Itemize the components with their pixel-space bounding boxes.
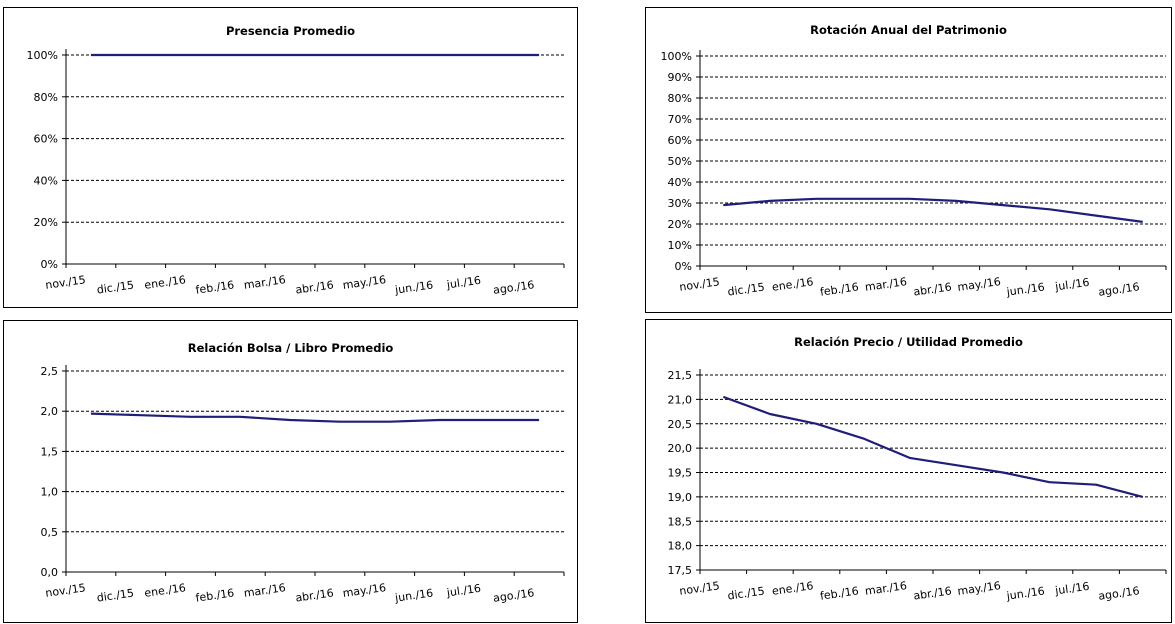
- y-tick-label: 21,5: [668, 369, 693, 382]
- y-tick-label: 0%: [675, 260, 692, 273]
- x-tick-label: may./16: [342, 273, 387, 292]
- y-tick-label: 19,0: [668, 491, 693, 504]
- y-tick-label: 17,5: [668, 564, 693, 577]
- y-tick-label: 40%: [668, 176, 692, 189]
- x-tick-label: feb./16: [819, 280, 859, 298]
- y-tick-label: 10%: [668, 239, 692, 252]
- y-tick-label: 80%: [34, 91, 58, 104]
- x-tick-label: may./16: [342, 581, 387, 600]
- x-tick-label: feb./16: [195, 586, 235, 604]
- chart-presencia-promedio: Presencia Promedio 0% 20% 40% 60% 80% 100% nov.…: [27, 24, 565, 297]
- y-tick-label: 90%: [668, 71, 692, 84]
- x-tick-label: feb./16: [819, 584, 859, 602]
- x-tick-label: nov./15: [45, 581, 87, 600]
- x-tick-label: dic./15: [96, 587, 135, 605]
- y-tick-label: 20,0: [668, 442, 693, 455]
- y-tick-label: 1,0: [41, 486, 59, 499]
- y-tick-label: 20%: [668, 218, 692, 231]
- x-tick-label: dic./15: [96, 279, 135, 297]
- x-tick-label: jul./16: [445, 582, 482, 600]
- y-tick-label: 2,5: [41, 365, 59, 378]
- series-line: [722, 395, 1143, 498]
- chart-panel-bolsa-libro: Relación Bolsa / Libro Promedio 0,0 0,5 1,0…: [3, 320, 578, 623]
- x-tick-label: mar./16: [864, 275, 908, 294]
- y-tick-label: 70%: [668, 113, 692, 126]
- chart-rotacion-anual-patrimonio: Rotación Anual del Patrimonio 0% 10% 20% 30%…: [661, 23, 1167, 299]
- x-tick-label: nov./15: [679, 579, 721, 598]
- x-tick-label: ago./16: [1097, 280, 1140, 299]
- chart-title: Rotación Anual del Patrimonio: [810, 23, 1007, 37]
- y-tick-label: 18,5: [668, 515, 693, 528]
- x-tick-label: jun./16: [393, 586, 434, 604]
- x-tick-label: abr./16: [913, 280, 953, 298]
- chart-relacion-bolsa-libro: Relación Bolsa / Libro Promedio 0,0 0,5 1,0…: [41, 341, 565, 605]
- x-tick-label: nov./15: [45, 273, 87, 292]
- chart-title: Relación Precio / Utilidad Promedio: [794, 335, 1023, 349]
- x-tick-label: ene./16: [144, 273, 187, 292]
- y-tick-label: 60%: [668, 134, 692, 147]
- y-tick-label: 0%: [41, 258, 58, 271]
- y-tick-label: 50%: [668, 155, 692, 168]
- x-tick-label: ene./16: [771, 275, 814, 294]
- y-tick-label: 60%: [34, 133, 58, 146]
- x-tick-label: jun./16: [1005, 584, 1046, 602]
- x-tick-label: nov./15: [679, 275, 721, 294]
- y-tick-label: 100%: [27, 49, 58, 62]
- x-tick-label: ago./16: [492, 278, 535, 297]
- x-tick-label: mar./16: [243, 273, 287, 292]
- y-tick-label: 0,5: [41, 526, 59, 539]
- x-tick-label: ago./16: [492, 586, 535, 605]
- chart-panel-rotacion: Rotación Anual del Patrimonio 0% 10% 20% 30%…: [645, 7, 1172, 313]
- x-tick-label: may./16: [957, 275, 1002, 294]
- chart-title: Relación Bolsa / Libro Promedio: [188, 341, 394, 355]
- x-tick-label: mar./16: [864, 579, 908, 598]
- x-tick-label: jun./16: [1005, 280, 1046, 298]
- x-tick-label: jul./16: [445, 274, 482, 292]
- chart-panel-precio-utilidad: Relación Precio / Utilidad Promedio 17,5 1…: [645, 319, 1172, 623]
- x-tick-label: dic./15: [727, 585, 766, 603]
- x-tick-label: dic./15: [727, 281, 766, 299]
- x-tick-label: mar./16: [243, 581, 287, 600]
- y-tick-label: 20,5: [668, 418, 693, 431]
- y-tick-label: 1,5: [41, 445, 59, 458]
- x-tick-label: abr./16: [913, 584, 953, 602]
- y-tick-label: 18,0: [668, 540, 693, 553]
- x-tick-label: jun./16: [393, 278, 434, 296]
- y-tick-label: 20%: [34, 216, 58, 229]
- x-tick-label: may./16: [957, 579, 1002, 598]
- x-tick-label: ene./16: [144, 581, 187, 600]
- x-tick-label: abr./16: [295, 278, 335, 296]
- y-tick-label: 80%: [668, 92, 692, 105]
- x-tick-label: ago./16: [1097, 584, 1140, 603]
- y-tick-label: 100%: [661, 50, 692, 63]
- chart-title: Presencia Promedio: [226, 24, 355, 38]
- y-tick-label: 19,5: [668, 467, 693, 480]
- y-tick-label: 30%: [668, 197, 692, 210]
- y-tick-label: 21,0: [668, 393, 693, 406]
- y-tick-label: 40%: [34, 174, 58, 187]
- x-tick-label: ene./16: [771, 579, 814, 598]
- x-tick-label: jul./16: [1053, 580, 1090, 598]
- x-tick-label: jul./16: [1053, 276, 1090, 294]
- series-line: [90, 412, 540, 423]
- chart-panel-presencia: Presencia Promedio 0% 20% 40% 60% 80% 100% nov.…: [3, 7, 578, 308]
- chart-relacion-precio-utilidad: Relación Precio / Utilidad Promedio 17,5 1…: [668, 335, 1167, 603]
- x-tick-label: abr./16: [295, 586, 335, 604]
- series-line: [723, 197, 1143, 223]
- x-tick-label: feb./16: [195, 278, 235, 296]
- y-tick-label: 2,0: [41, 405, 59, 418]
- y-tick-label: 0,0: [41, 566, 59, 579]
